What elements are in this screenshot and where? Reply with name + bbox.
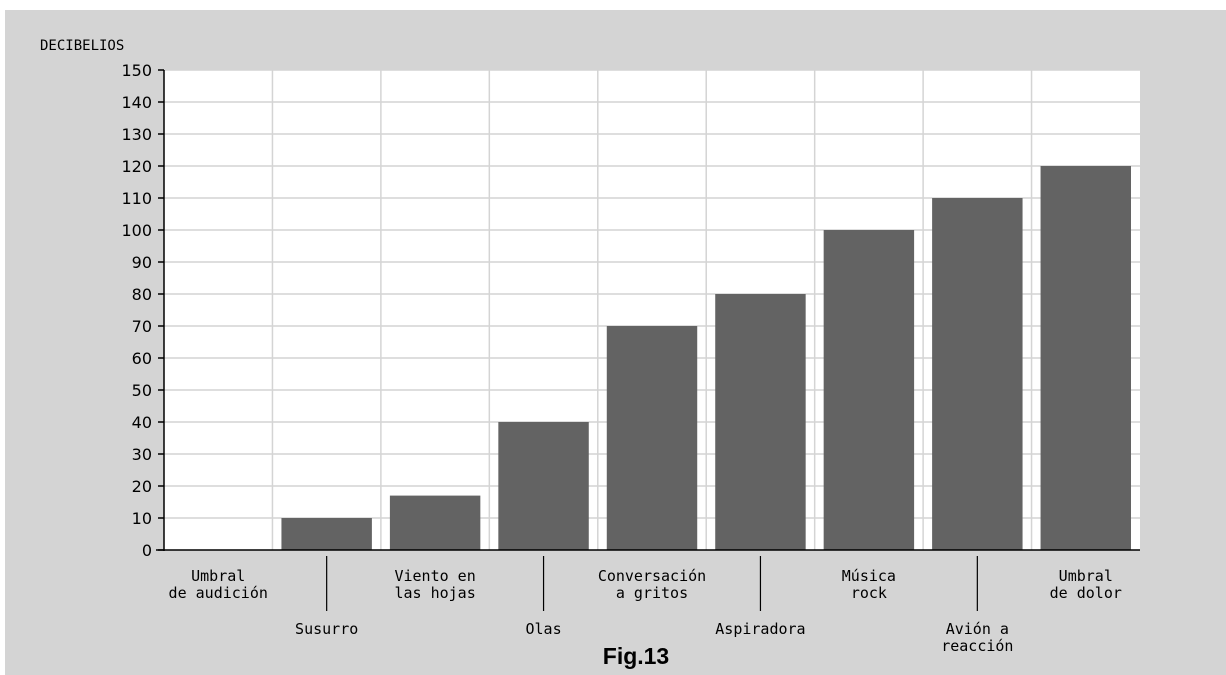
bar: [389, 495, 481, 550]
y-tick-label: 80: [132, 285, 152, 304]
bar: [932, 198, 1023, 550]
category-label: a gritos: [616, 584, 688, 602]
y-tick-label: 60: [132, 349, 152, 368]
y-tick-label: 50: [132, 381, 152, 400]
category-label: Música: [842, 567, 896, 585]
category-label: Viento en: [394, 567, 475, 585]
y-tick-label: 130: [121, 125, 152, 144]
y-tick-label: 120: [121, 157, 152, 176]
category-label: Aspiradora: [715, 620, 805, 638]
bars: [281, 166, 1131, 550]
axes: [156, 69, 1140, 551]
category-label: de audición: [169, 584, 268, 602]
bar: [498, 422, 589, 550]
y-tick-label: 0: [142, 541, 152, 560]
category-label: las hojas: [394, 584, 475, 602]
y-tick-label: 150: [121, 61, 152, 80]
y-tick-label: 40: [132, 413, 152, 432]
figure-caption: Fig.13: [603, 643, 669, 669]
category-label: Susurro: [295, 620, 358, 638]
y-tick-label: 100: [121, 221, 152, 240]
y-tick-label: 90: [132, 253, 152, 272]
category-label: Umbral: [191, 567, 245, 585]
category-label: Olas: [525, 620, 561, 638]
y-tick-label: 20: [132, 477, 152, 496]
category-label: Umbral: [1059, 567, 1113, 585]
bar: [606, 326, 698, 550]
category-label: Avión a: [946, 620, 1009, 638]
y-tick-label: 70: [132, 317, 152, 336]
category-label: Conversación: [598, 567, 706, 585]
y-tick-label: 140: [121, 93, 152, 112]
bar: [823, 230, 915, 550]
y-tick-labels: 0 10 20 30 40 50 60 70 80 90 100 110 120 130 140 150: [121, 61, 152, 560]
y-tick-label: 30: [132, 445, 152, 464]
bar: [715, 294, 806, 550]
category-label: rock: [851, 584, 887, 602]
category-label: de dolor: [1050, 584, 1122, 602]
category-label: reacción: [941, 637, 1013, 655]
y-tick-label: 10: [132, 509, 152, 528]
y-tick-label: 110: [121, 189, 152, 208]
bar: [1040, 166, 1131, 550]
bar: [281, 518, 372, 550]
y-axis-label: DECIBELIOS: [40, 38, 124, 54]
